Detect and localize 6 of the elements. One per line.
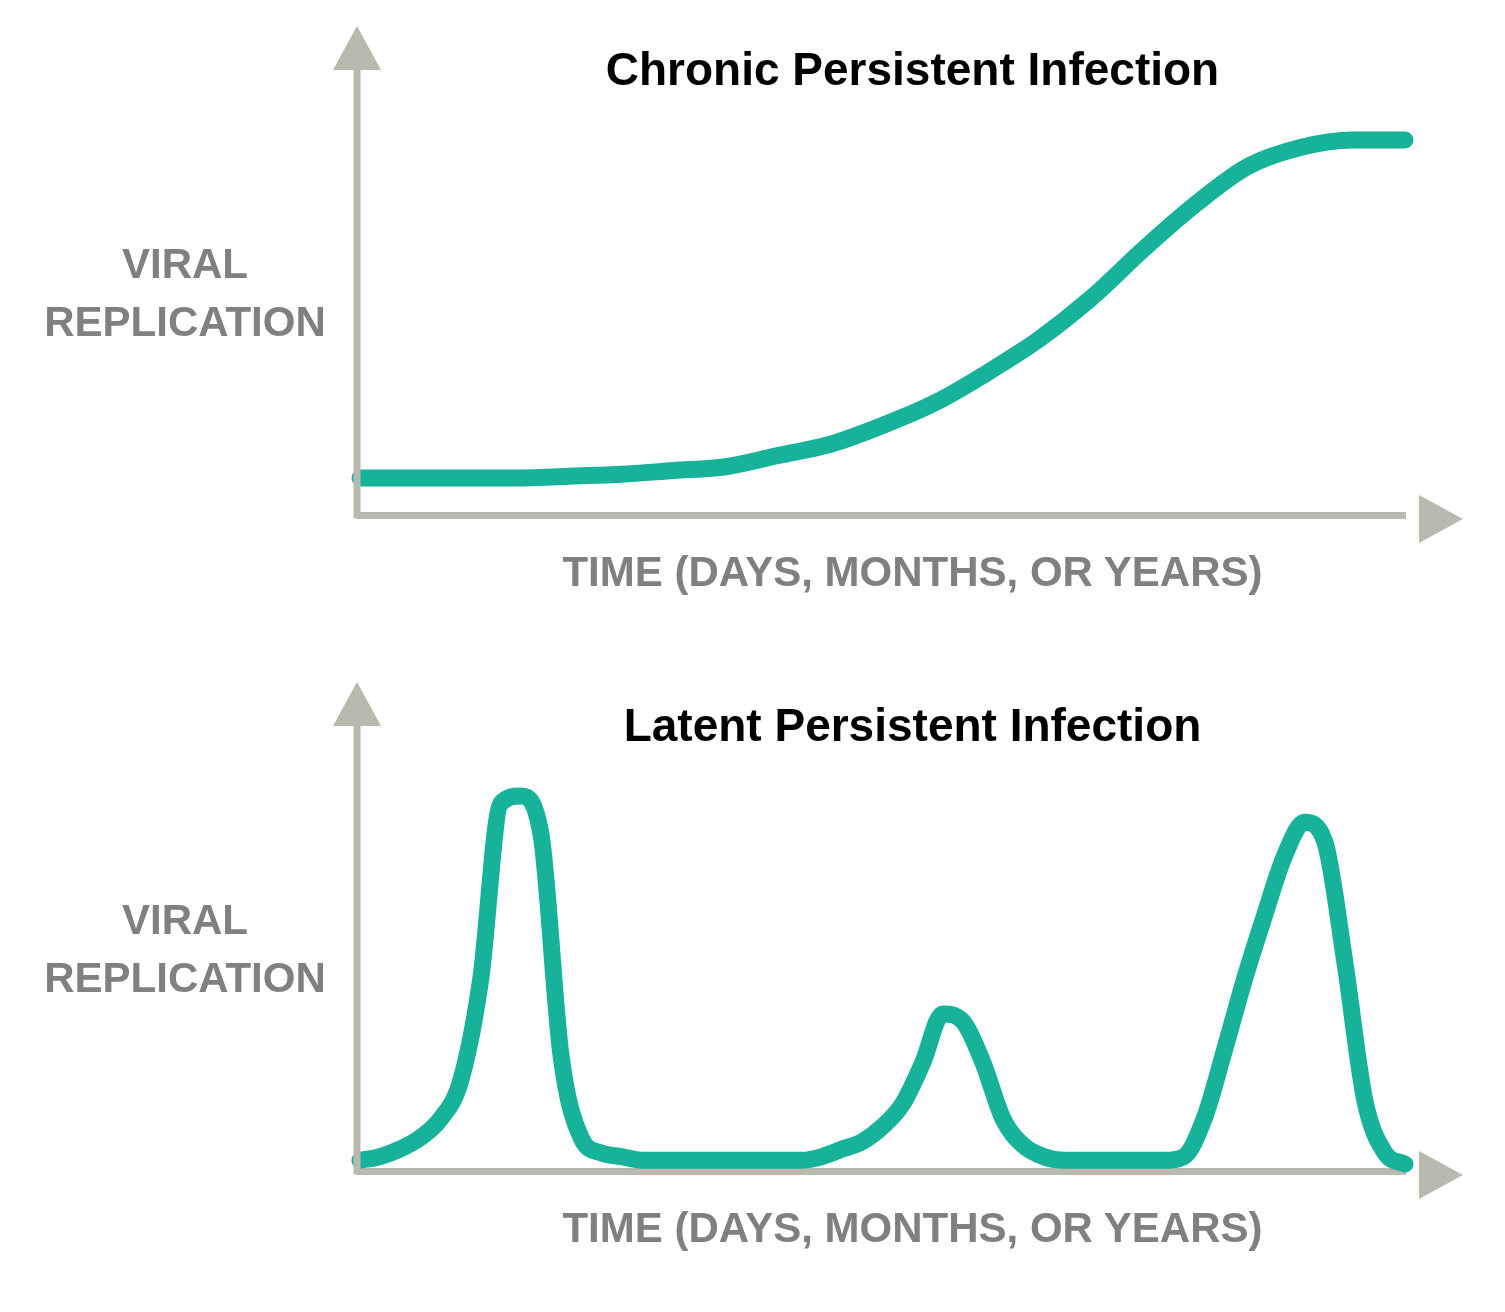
chart-title: Chronic Persistent Infection	[604, 42, 1221, 96]
x-axis-title: TIME (DAYS, MONTHS, OR YEARS)	[561, 1203, 1264, 1252]
x-axis-title: TIME (DAYS, MONTHS, OR YEARS)	[561, 547, 1264, 596]
y-axis-title: VIRAL REPLICATION	[43, 239, 327, 348]
y-axis-title: VIRAL REPLICATION	[43, 895, 327, 1004]
chart-title: Latent Persistent Infection	[622, 698, 1203, 752]
